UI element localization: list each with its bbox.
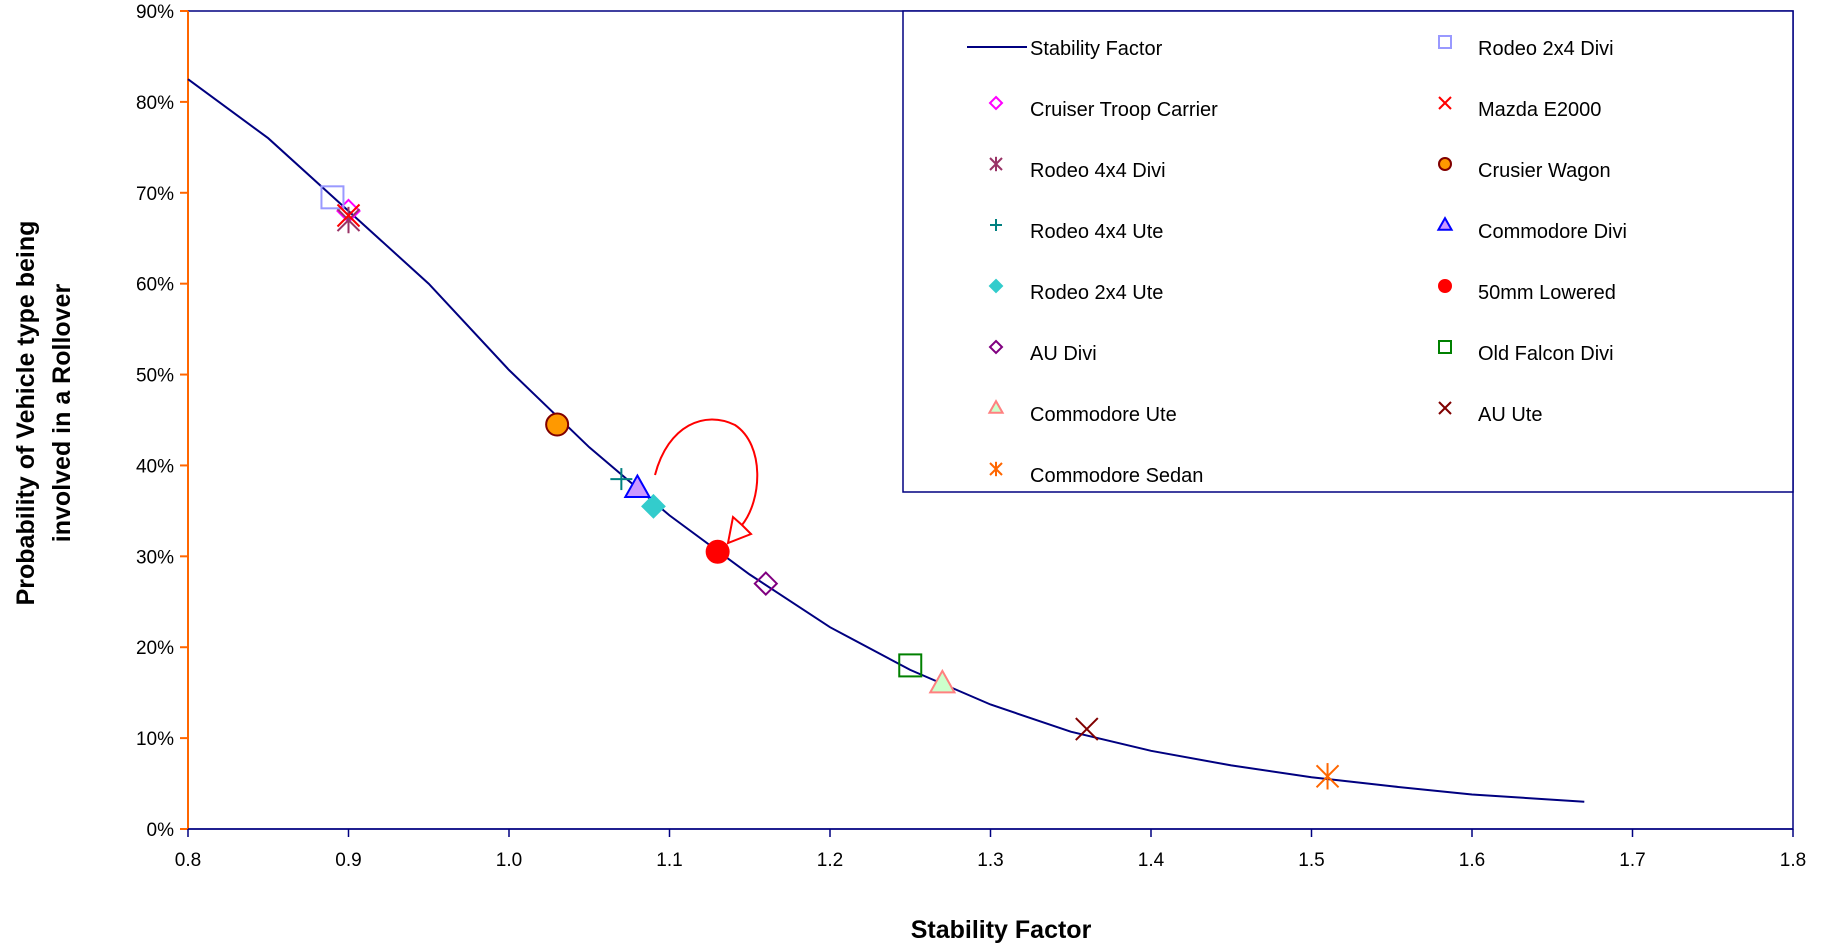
legend-label-50mm-lowered: 50mm Lowered (1478, 282, 1616, 304)
legend-label-commodore-divi: Commodore Divi (1478, 221, 1627, 243)
legend-symbol-commodore-sedan (989, 461, 1003, 477)
y-tick-label: 0% (147, 820, 175, 841)
legend-label-old-falcon-divi: Old Falcon Divi (1478, 343, 1614, 365)
legend-label-mazda-e2000: Mazda E2000 (1478, 99, 1601, 121)
legend-symbol-au-divi (988, 339, 1004, 355)
legend-symbol-old-falcon-divi (1438, 340, 1452, 354)
y-tick-label: 50% (136, 366, 174, 387)
y-tick-label: 80% (136, 93, 174, 114)
annotation-arrow-layer (654, 418, 759, 545)
y-tick-label: 70% (136, 184, 174, 205)
legend-label-rodeo-2x4-divi: Rodeo 2x4 Divi (1478, 38, 1614, 60)
legend-symbol-crusier-wagon (1438, 157, 1452, 171)
x-tick-label: 1.0 (496, 850, 522, 871)
legend-symbol-rodeo-2x4-ute (988, 278, 1004, 294)
legend-label-commodore-sedan: Commodore Sedan (1030, 465, 1203, 487)
point-50mm-lowered (705, 539, 730, 564)
point-rodeo-2x4-ute (641, 493, 666, 519)
y-axis-title-line-2: involved in a Rollover (48, 284, 76, 543)
point-mazda-e2000 (336, 203, 361, 228)
legend-label-cruiser-troop-carrier: Cruiser Troop Carrier (1030, 99, 1218, 121)
y-tick-label: 30% (136, 547, 174, 568)
y-tick-label: 60% (136, 275, 174, 296)
point-old-falcon-divi (898, 653, 923, 678)
y-tick-label: 20% (136, 638, 174, 659)
legend-symbol-commodore-ute (987, 399, 1005, 414)
y-tick-label: 40% (136, 456, 174, 477)
legend-symbol-rodeo-2x4-divi (1438, 35, 1452, 49)
point-commodore-ute (928, 668, 957, 694)
y-axis-title-line-1: Probability of Vehicle type being (12, 221, 40, 606)
x-tick-label: 1.1 (656, 850, 682, 871)
legend-symbol-50mm-lowered (1438, 279, 1452, 293)
axis-titles: Stability Factor Probability of Vehicle … (12, 221, 1092, 944)
legend-symbol-cruiser-troop-carrier (988, 95, 1004, 111)
legend-symbol-rodeo-4x4-ute (990, 219, 1002, 231)
legend-label-crusier-wagon: Crusier Wagon (1478, 160, 1611, 182)
x-axis-title: Stability Factor (911, 916, 1092, 944)
legend-symbol-rodeo-4x4-divi (989, 156, 1003, 172)
point-rodeo-4x4-divi (336, 206, 361, 234)
annotation-arrow-head (726, 515, 753, 545)
legend-label-commodore-ute: Commodore Ute (1030, 404, 1177, 426)
point-commodore-sedan (1315, 763, 1340, 790)
legend-label-au-divi: AU Divi (1030, 343, 1097, 365)
point-au-divi (753, 571, 779, 597)
annotation-arrow-shaft (654, 418, 759, 526)
x-tick-label: 1.4 (1138, 850, 1165, 871)
x-tick-label: 0.8 (175, 850, 201, 871)
x-tick-label: 0.9 (335, 850, 361, 871)
x-tick-label: 1.2 (817, 850, 843, 871)
legend-label-rodeo-4x4-ute: Rodeo 4x4 Ute (1030, 221, 1163, 243)
legend-box (902, 10, 1794, 493)
legend-label-stability-factor: Stability Factor (1030, 38, 1163, 60)
data-points (320, 185, 1340, 790)
point-rodeo-2x4-divi (320, 185, 345, 210)
point-rodeo-4x4-ute (610, 468, 633, 491)
x-tick-label: 1.7 (1619, 850, 1645, 871)
point-commodore-divi (623, 473, 652, 498)
point-au-ute (1075, 717, 1099, 741)
y-tick-label: 90% (136, 2, 174, 23)
legend-symbol-mazda-e2000 (1438, 96, 1452, 110)
point-crusier-wagon (545, 412, 570, 437)
legend: Stability Factor Cruiser Troop Carrier Rod… (902, 10, 1794, 493)
legend-symbol-au-ute (1438, 401, 1452, 415)
y-tick-label: 10% (136, 729, 174, 750)
axes: 0% 10% 20% 30% 40% 50% 60% 70% 80% 90% 0.8 0.9 1.0 1.… (136, 2, 1806, 871)
x-tick-label: 1.5 (1298, 850, 1324, 871)
legend-label-au-ute: AU Ute (1478, 404, 1542, 426)
legend-symbol-commodore-divi (1436, 216, 1454, 231)
x-tick-label: 1.6 (1459, 850, 1485, 871)
legend-label-rodeo-2x4-ute: Rodeo 2x4 Ute (1030, 282, 1163, 304)
legend-label-rodeo-4x4-divi: Rodeo 4x4 Divi (1030, 160, 1166, 182)
x-tick-label: 1.3 (977, 850, 1003, 871)
x-tick-label: 1.8 (1780, 850, 1806, 871)
